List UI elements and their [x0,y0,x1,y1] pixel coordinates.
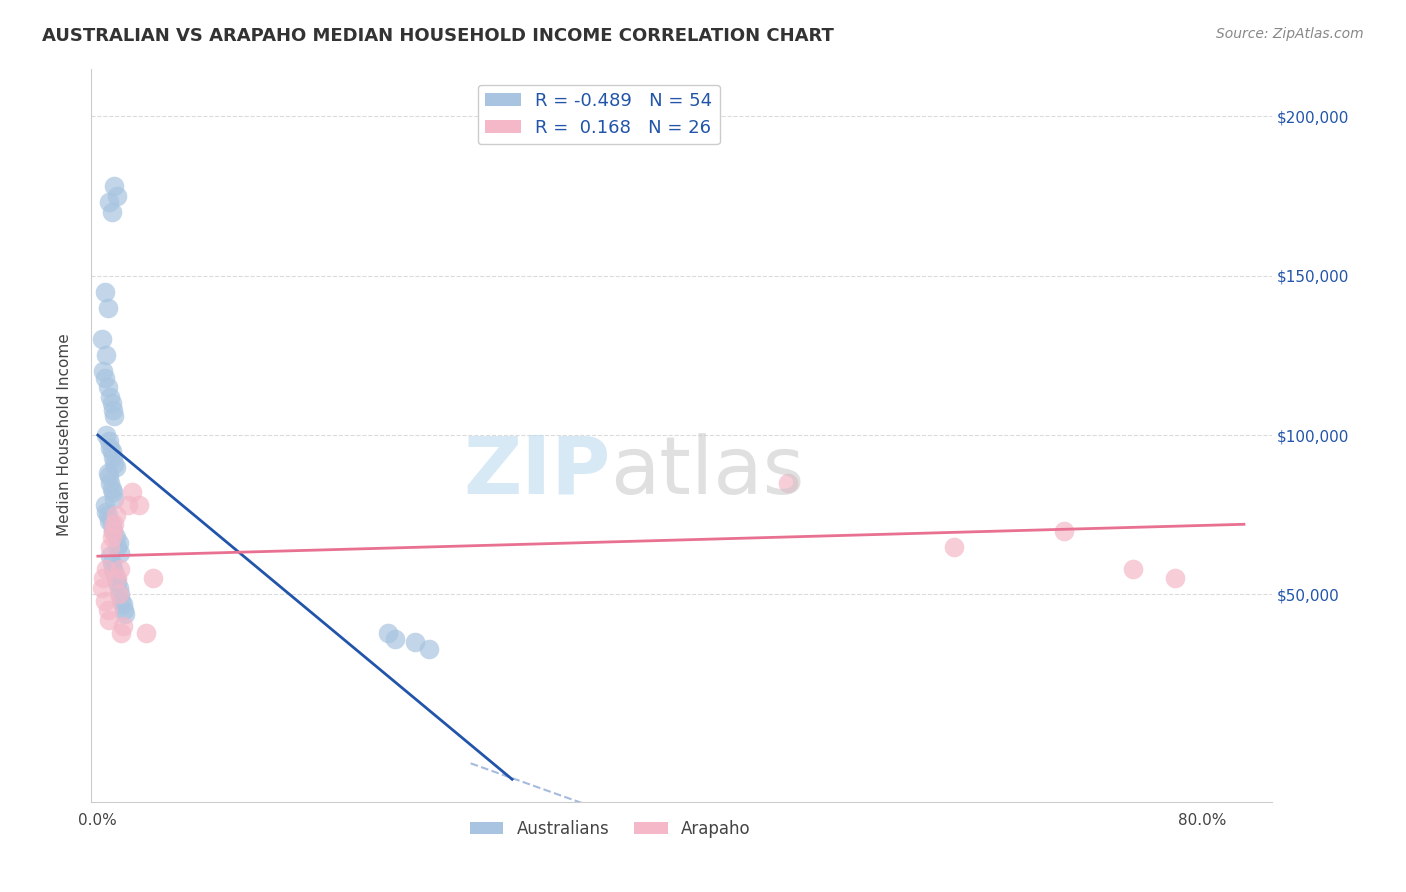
Point [135,625,157,640]
Point [94,504,117,518]
Point [93,572,115,586]
Point [104,530,127,544]
Point [93,594,115,608]
Point [103,409,125,423]
Point [100,444,122,458]
Point [94,562,117,576]
Point [104,572,127,586]
Point [384,632,406,646]
Text: atlas: atlas [610,433,804,511]
Point [108,546,131,560]
Point [96,603,118,617]
Point [104,459,127,474]
Point [110,625,132,640]
Point [121,485,143,500]
Point [97,434,120,449]
Text: Source: ZipAtlas.com: Source: ZipAtlas.com [1216,27,1364,41]
Point [96,467,118,481]
Point [128,498,150,512]
Point [100,205,122,219]
Point [105,189,128,203]
Point [93,370,115,384]
Point [97,514,120,528]
Point [111,619,134,633]
Point [778,475,800,490]
Point [110,594,132,608]
Point [105,574,128,589]
Point [104,508,127,522]
Y-axis label: Median Household Income: Median Household Income [58,334,72,536]
Point [1122,562,1144,576]
Point [100,482,122,496]
Point [103,179,125,194]
Point [107,587,129,601]
Point [114,607,136,621]
Point [377,625,399,640]
Point [101,524,124,538]
Point [100,556,122,570]
Point [97,469,120,483]
Point [101,450,124,465]
Point [94,348,117,362]
Point [103,565,125,579]
Point [404,635,426,649]
Point [107,536,129,550]
Point [108,587,131,601]
Text: ZIP: ZIP [463,433,610,511]
Point [101,485,124,500]
Point [101,402,124,417]
Point [93,498,115,512]
Text: AUSTRALIAN VS ARAPAHO MEDIAN HOUSEHOLD INCOME CORRELATION CHART: AUSTRALIAN VS ARAPAHO MEDIAN HOUSEHOLD I… [42,27,834,45]
Point [91,581,114,595]
Point [91,333,114,347]
Point [105,572,128,586]
Point [97,613,120,627]
Point [94,428,117,442]
Point [1053,524,1076,538]
Point [418,641,440,656]
Point [100,517,122,532]
Point [103,517,125,532]
Point [98,540,121,554]
Point [98,441,121,455]
Point [100,396,122,410]
Point [103,457,125,471]
Point [142,572,165,586]
Point [98,549,121,563]
Legend: Australians, Arapaho: Australians, Arapaho [464,814,758,845]
Point [100,530,122,544]
Point [117,498,139,512]
Point [93,364,115,378]
Point [101,524,124,538]
Point [112,603,135,617]
Point [93,285,115,299]
Point [111,597,134,611]
Point [97,195,120,210]
Point [96,380,118,394]
Point [96,301,118,315]
Point [105,540,128,554]
Point [943,540,966,554]
Point [107,581,129,595]
Point [1164,572,1187,586]
Point [98,475,121,490]
Point [108,562,131,576]
Point [101,562,124,576]
Point [96,508,118,522]
Point [98,390,121,404]
Point [103,491,125,506]
